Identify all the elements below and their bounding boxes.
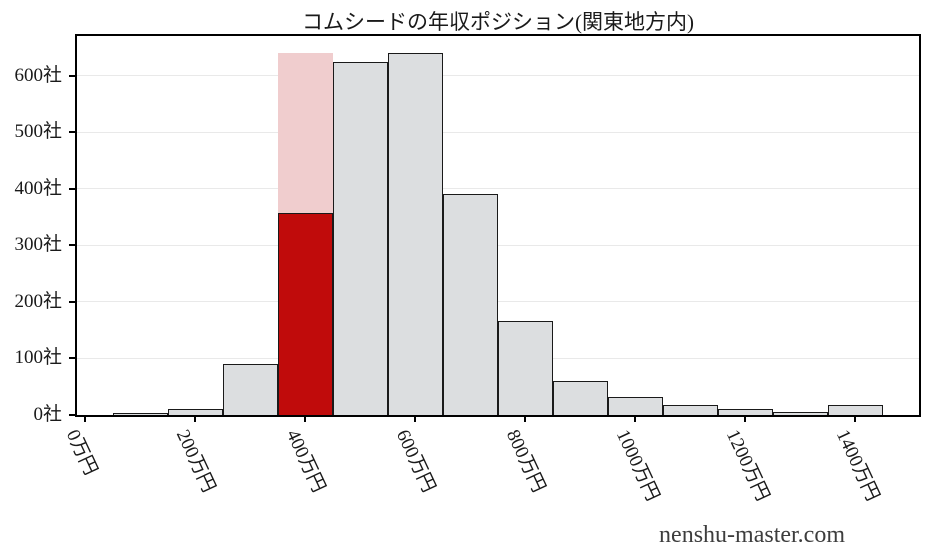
y-tick <box>69 187 75 190</box>
x-tick <box>414 417 417 422</box>
x-tick <box>194 417 197 422</box>
y-gridline <box>77 244 919 246</box>
y-tick <box>69 74 75 77</box>
bar <box>442 194 498 415</box>
y-tick-label: 300社 <box>14 234 62 256</box>
x-tick-label: 400万円 <box>282 426 330 496</box>
y-tick <box>69 244 75 247</box>
bar <box>497 321 553 415</box>
bar <box>332 62 388 415</box>
x-tick <box>524 417 527 422</box>
watermark: nenshu-master.com <box>659 522 845 548</box>
x-tick-label: 0万円 <box>62 426 102 479</box>
y-tick <box>69 357 75 360</box>
bar <box>167 409 223 415</box>
x-tick-label: 800万円 <box>502 426 550 496</box>
plot-area <box>75 34 921 417</box>
bar <box>717 408 773 415</box>
y-tick-label: 400社 <box>14 177 62 199</box>
x-tick-label: 1400万円 <box>832 426 884 505</box>
x-tick-label: 1200万円 <box>722 426 774 505</box>
y-gridline <box>77 131 919 133</box>
x-tick <box>304 417 307 422</box>
bar <box>222 364 278 415</box>
x-tick <box>744 417 747 422</box>
bar <box>552 380 608 415</box>
y-tick <box>69 300 75 303</box>
y-gridline <box>77 188 919 190</box>
y-tick-label: 100社 <box>14 347 62 369</box>
bars-layer <box>77 36 919 415</box>
y-tick-label: 200社 <box>14 290 62 312</box>
x-tick <box>84 417 87 422</box>
y-tick-label: 500社 <box>14 121 62 143</box>
y-tick-label: 600社 <box>14 64 62 86</box>
x-tick <box>634 417 637 422</box>
y-tick <box>69 414 75 416</box>
chart-title: コムシードの年収ポジション(関東地方内) <box>302 10 694 34</box>
bar <box>772 411 828 415</box>
bar <box>112 413 168 415</box>
x-tick-label: 1000万円 <box>612 426 664 505</box>
bar <box>827 405 883 415</box>
x-tick-label: 200万円 <box>172 426 220 496</box>
y-tick-label: 0社 <box>33 404 62 425</box>
bar <box>387 52 443 415</box>
x-tick <box>854 417 857 422</box>
highlight-bar <box>277 212 333 415</box>
bar <box>662 405 718 415</box>
x-tick-label: 600万円 <box>392 426 440 496</box>
y-tick <box>69 131 75 134</box>
y-gridline <box>77 75 919 77</box>
y-gridline <box>77 301 919 303</box>
bar <box>607 396 663 415</box>
